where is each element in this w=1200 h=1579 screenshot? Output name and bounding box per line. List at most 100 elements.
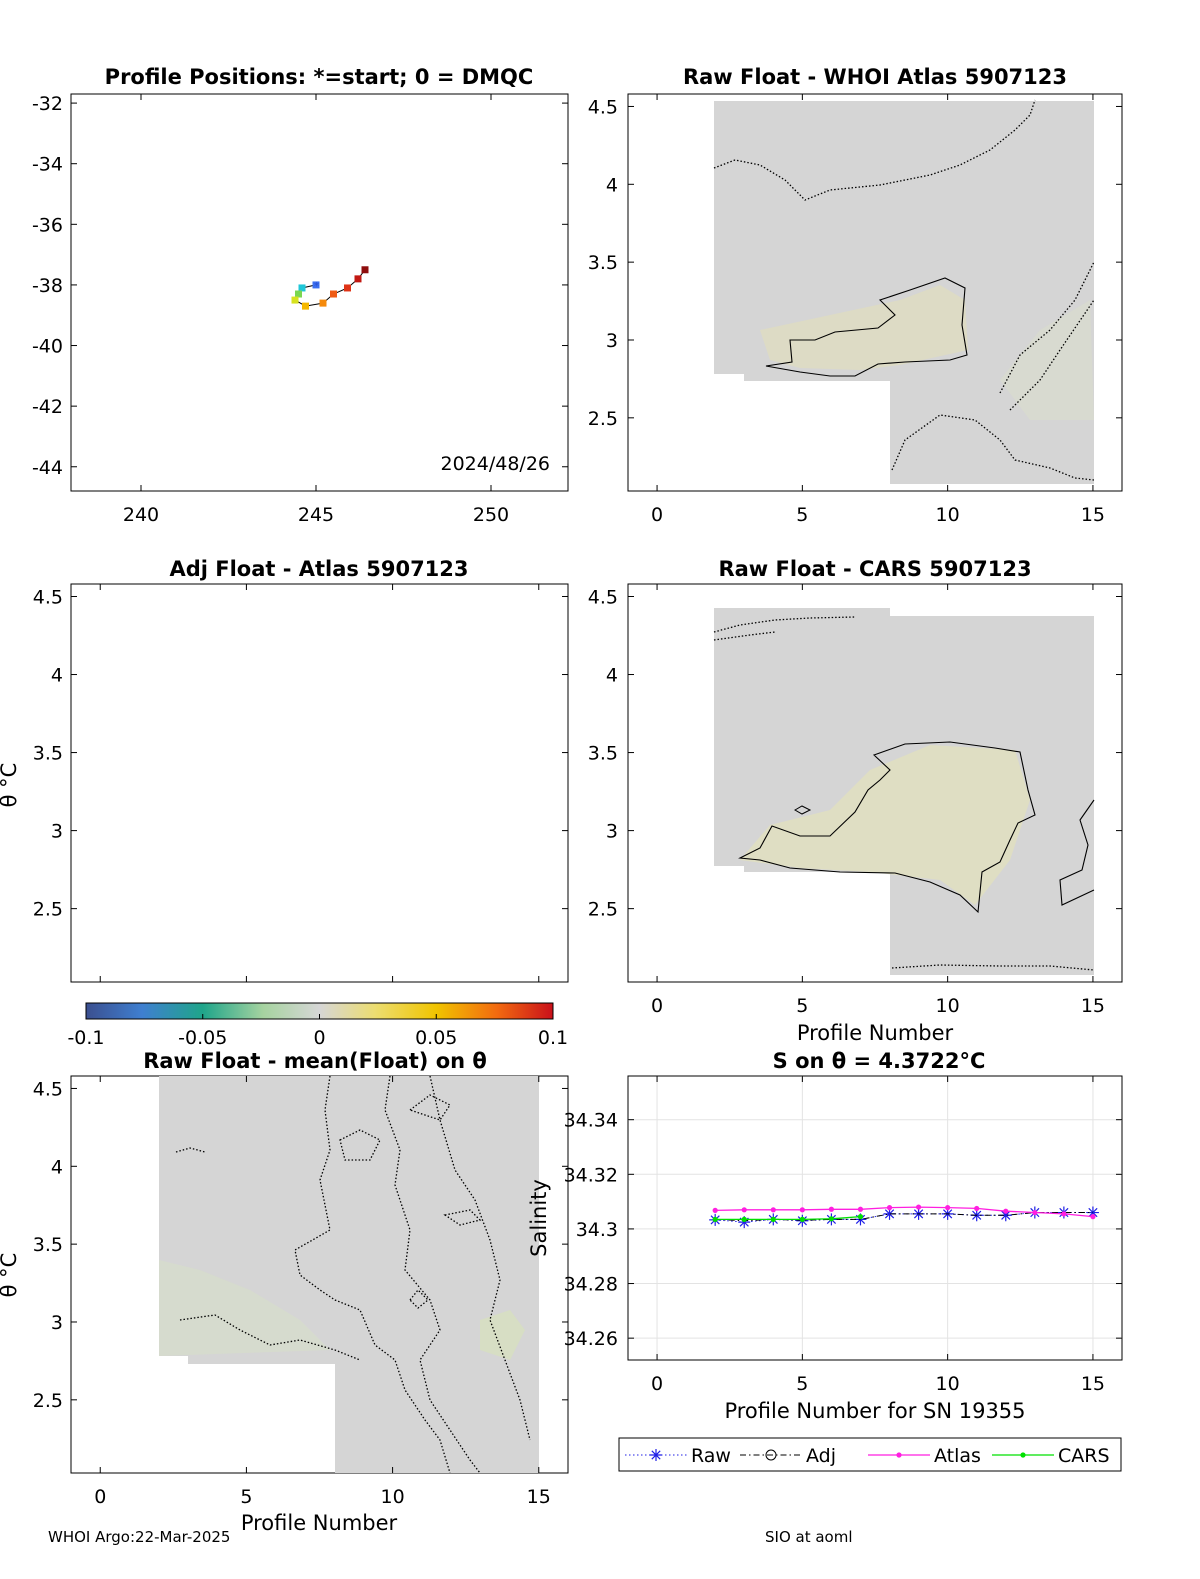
footer-right: SIO at aoml <box>765 1528 853 1546</box>
y-tick-label: 3.5 <box>33 743 63 765</box>
salinity-series <box>709 1204 1099 1229</box>
profile-position-point <box>344 284 351 292</box>
colorbar-tick-label: -0.1 <box>67 1027 104 1049</box>
raw-mean-ticks: 0 5 10 15 2.5 3 3.5 4 4.5 <box>33 1076 568 1508</box>
panel-raw-whoi: Raw Float - WHOI Atlas 5907123 0 5 10 15 2.5… <box>588 65 1123 526</box>
adj-atlas-ticks: 2.5 3 3.5 4 4.5 <box>33 584 568 982</box>
dot-marker <box>1032 1209 1038 1216</box>
y-tick-label: 3 <box>606 330 618 352</box>
legend-items: Raw Adj Atlas CARS <box>625 1445 1110 1467</box>
positions-title: Profile Positions: *=start; 0 = DMQC <box>105 65 534 89</box>
y-tick-label: 2.5 <box>33 1390 63 1412</box>
dot-marker <box>896 1452 902 1458</box>
series-line-cars <box>715 1215 861 1221</box>
y-tick-label: 34.32 <box>564 1164 618 1186</box>
colorbar-tick-label: 0.1 <box>538 1027 568 1049</box>
x-tick-label: 240 <box>123 504 159 526</box>
x-tick-label: 0 <box>94 1486 106 1508</box>
y-tick-label: 4.5 <box>588 96 618 118</box>
raw-mean-title: Raw Float - mean(Float) on θ <box>143 1049 487 1073</box>
x-tick-label: 0 <box>651 1373 663 1395</box>
dot-marker <box>828 1206 835 1212</box>
series-line-atlas <box>715 1206 1093 1218</box>
dot-marker <box>799 1216 805 1222</box>
positions-axes <box>70 93 569 492</box>
y-tick-label: 34.26 <box>564 1328 618 1350</box>
x-tick-label: 5 <box>796 1373 808 1395</box>
x-tick-label: 15 <box>1081 1373 1105 1395</box>
raw-marker <box>1086 1206 1099 1219</box>
profile-position-point <box>298 284 306 292</box>
x-tick-label: 0 <box>651 504 663 526</box>
colorbar-tick-label: -0.05 <box>178 1027 227 1049</box>
positions-track: * <box>291 266 369 310</box>
y-tick-label: 34.34 <box>564 1110 618 1132</box>
raw-mean-ylabel: θ °C <box>0 1253 21 1298</box>
dot-marker <box>1020 1452 1026 1458</box>
profile-position-point <box>302 302 309 310</box>
legend-label: Atlas <box>934 1445 981 1467</box>
raw-whoi-ticks: 0 5 10 15 2.5 3 3.5 4 4.5 <box>588 94 1122 526</box>
footer-left: WHOI Argo:22-Mar-2025 <box>48 1528 230 1546</box>
y-tick-label: 4.5 <box>588 586 618 608</box>
dot-marker <box>741 1216 747 1222</box>
y-tick-label: 4 <box>606 174 618 196</box>
salinity-title: S on θ = 4.3722°C <box>773 1049 986 1073</box>
y-tick-label: 3.5 <box>33 1234 63 1256</box>
dot-marker <box>712 1216 718 1222</box>
y-tick-label: 4 <box>51 665 63 687</box>
dot-marker <box>857 1214 864 1220</box>
colorbar-ticks: -0.1 -0.05 0 0.05 0.1 <box>67 1014 568 1049</box>
x-tick-label: 15 <box>527 1486 551 1508</box>
raw-marker <box>738 1216 751 1229</box>
y-tick-label: 4.5 <box>33 586 63 608</box>
raw-mean-field <box>159 1075 539 1474</box>
salinity-axes <box>627 1075 1123 1361</box>
positions-date: 2024/48/26 <box>440 453 550 475</box>
legend-label: CARS <box>1058 1445 1110 1467</box>
profile-position-point <box>354 275 362 283</box>
profile-position-point <box>312 281 320 289</box>
profile-position-point <box>330 290 337 298</box>
x-tick-label: 15 <box>1081 504 1105 526</box>
x-tick-label: 245 <box>298 504 334 526</box>
y-tick-label: -42 <box>32 396 63 418</box>
y-tick-label: 34.28 <box>564 1274 618 1296</box>
raw-cars-ticks: 0 5 10 15 2.5 3 3.5 4 4.5 <box>588 584 1122 1017</box>
y-tick-label: 3 <box>606 821 618 843</box>
y-tick-label: -44 <box>32 457 63 479</box>
dot-marker <box>1090 1214 1096 1220</box>
y-tick-label: 2.5 <box>588 408 618 430</box>
legend-label: Raw <box>691 1445 731 1467</box>
adj-marker <box>765 1449 777 1461</box>
x-tick-label: 10 <box>380 1486 404 1508</box>
y-tick-label: -34 <box>32 154 63 176</box>
raw-cars-field <box>713 608 1095 975</box>
x-tick-label: 5 <box>796 995 808 1017</box>
y-tick-label: 4 <box>606 665 618 687</box>
panel-positions: Profile Positions: *=start; 0 = DMQC 240… <box>32 65 569 526</box>
dot-marker <box>770 1207 776 1213</box>
dot-marker <box>857 1206 864 1212</box>
y-tick-label: 2.5 <box>33 899 63 921</box>
y-tick-label: 34.3 <box>576 1219 618 1241</box>
profile-position-point <box>295 290 302 298</box>
dot-marker <box>886 1205 893 1211</box>
dot-marker <box>915 1204 922 1210</box>
y-tick-label: 3 <box>51 821 63 843</box>
salinity-legend: Raw Adj Atlas CARS <box>618 1437 1122 1472</box>
raw-whoi-field <box>713 99 1095 484</box>
panel-raw-mean: Raw Float - mean(Float) on θ θ °C Profil… <box>0 1049 569 1535</box>
adj-atlas-ylabel: θ °C <box>0 763 21 808</box>
legend-label: Adj <box>806 1445 836 1467</box>
x-tick-label: 15 <box>1081 995 1105 1017</box>
dot-marker <box>799 1207 805 1213</box>
raw-marker <box>999 1209 1012 1222</box>
x-tick-label: 10 <box>936 1373 960 1395</box>
dot-marker <box>741 1207 747 1213</box>
x-tick-label: 0 <box>651 995 663 1017</box>
profile-position-point <box>319 299 327 307</box>
adj-atlas-axes <box>70 583 569 983</box>
adj-atlas-title: Adj Float - Atlas 5907123 <box>169 557 468 581</box>
